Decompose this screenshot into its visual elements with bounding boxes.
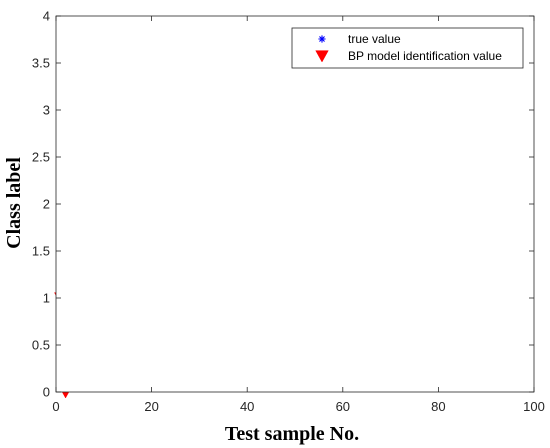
legend-marker-triangle: [315, 50, 329, 63]
y-tick-label: 2.5: [32, 150, 50, 165]
y-tick-label: 0.5: [32, 338, 50, 353]
legend-triangle: [315, 50, 329, 63]
y-axis-label: Class label: [3, 157, 25, 249]
x-tick-label: 40: [240, 399, 254, 414]
legend-asterisk: [318, 35, 326, 43]
asterisk-stroke: [318, 35, 326, 43]
legend: true value BP model identification value: [291, 27, 524, 69]
legend-box: [291, 27, 524, 69]
x-tick-label: 20: [144, 399, 158, 414]
y-tick-label: 0: [43, 385, 50, 400]
x-tick-label: 0: [52, 399, 59, 414]
legend-marker-asterisk: [318, 35, 326, 43]
x-axis-label: Test sample No.: [225, 423, 359, 445]
legend-item-bp-model: BP model identification value: [315, 49, 502, 63]
y-tick-label: 3: [43, 103, 50, 118]
y-tick-label: 4: [43, 9, 50, 24]
y-tick-label: 1: [43, 291, 50, 306]
legend-label: BP model identification value: [348, 49, 502, 63]
y-tick-label: 1.5: [32, 244, 50, 259]
axes: 0 20 40 60 80 100 0 0.5 1 1.5 2 2.5 3 3.5 4: [32, 9, 545, 415]
legend-item-true-value: true value: [318, 32, 401, 46]
plot-frame: [55, 15, 535, 393]
y-tick-label: 3.5: [32, 56, 50, 71]
legend-label: true value: [348, 32, 401, 46]
x-tick-label: 80: [431, 399, 445, 414]
x-tick-label: 100: [523, 399, 545, 414]
y-tick-label: 2: [43, 197, 50, 212]
x-tick-label: 60: [336, 399, 350, 414]
